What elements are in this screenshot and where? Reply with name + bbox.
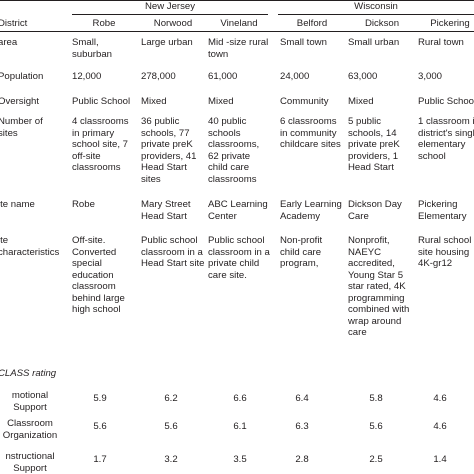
cell: Small urban (348, 37, 400, 48)
cell: 12,000 (72, 71, 102, 82)
rating-cell: 5.9 (93, 393, 107, 404)
cell: 40 public schools classrooms, 62 private… (208, 116, 260, 185)
section-label: CLASS rating (0, 368, 57, 379)
row-label: Number of sites (0, 116, 43, 139)
cell: Community (280, 96, 329, 107)
cell: Robe (72, 199, 95, 210)
group-rule (72, 14, 268, 15)
rating-cell: 5.6 (93, 421, 107, 432)
rating-cell: 3.5 (233, 454, 247, 465)
column-header: Belford (296, 18, 328, 29)
group-label: Wisconsin (354, 1, 398, 12)
rating-cell: 5.6 (369, 421, 383, 432)
rating-cell: 6.1 (233, 421, 247, 432)
rating-cell: 1.4 (433, 454, 447, 465)
cell: Public School (72, 96, 131, 107)
cell: 63,000 (348, 71, 378, 82)
column-header: Vineland (220, 18, 258, 29)
cell: Mid -size rural town (208, 37, 269, 60)
rating-cell: 6.3 (295, 421, 309, 432)
row-label: motional Support (11, 390, 49, 413)
rating-cell: 5.6 (164, 421, 178, 432)
cell: 4 classrooms in primary school site, 7 o… (72, 116, 129, 173)
row-label: area (0, 37, 18, 48)
cell: Rural town (418, 37, 464, 48)
row-label: Population (0, 71, 44, 82)
header-label: District (0, 18, 28, 29)
top-rule (0, 0, 474, 1)
rating-cell: 5.8 (369, 393, 383, 404)
cell: Pickering Elementary (418, 199, 467, 222)
cell: Small town (280, 37, 327, 48)
cell: ABC Learning Center (208, 199, 268, 222)
cell: Mary Street Head Start (141, 199, 191, 222)
rating-cell: 1.7 (93, 454, 107, 465)
column-header: Robe (92, 18, 116, 29)
rating-cell: 3.2 (164, 454, 178, 465)
row-label: Oversight (0, 96, 40, 107)
row-label: ite characteristics (0, 235, 60, 258)
column-header: Pickering (430, 18, 470, 29)
group-label: New Jersey (144, 1, 196, 12)
cell: 3,000 (418, 71, 443, 82)
cell: Mixed (208, 96, 234, 107)
cell: Mixed (141, 96, 167, 107)
cell: 24,000 (280, 71, 310, 82)
cell: Off-site. Converted special education cl… (72, 235, 125, 315)
rating-cell: 6.4 (295, 393, 309, 404)
rating-cell: 6.6 (233, 393, 247, 404)
rating-cell: 6.2 (164, 393, 178, 404)
cell: Dickson Day Care (348, 199, 402, 222)
row-label: Classroom Organization (2, 418, 58, 441)
cell: Nonprofit, NAEYC accredited, Young Star … (348, 235, 410, 338)
cell: 5 public schools, 14 private preK provid… (348, 116, 400, 173)
cell: Mixed (348, 96, 374, 107)
cell: Rural school site housing 4K-gr12 (418, 235, 472, 269)
cell: 6 classrooms in community childcare site… (280, 116, 341, 150)
row-label: nstructional Support (5, 451, 55, 474)
cell: Small, suburban (72, 37, 113, 60)
cell: Public School (418, 96, 474, 107)
column-header: Norwood (153, 18, 193, 29)
rating-cell: 2.8 (295, 454, 309, 465)
rating-cell: 4.6 (433, 393, 447, 404)
cell: Early Learning Academy (280, 199, 342, 222)
cell: 36 public schools, 77 private preK provi… (141, 116, 197, 185)
cell: Large urban (141, 37, 193, 48)
cell: Public school classroom in a Head Start … (141, 235, 205, 269)
cell: 1 classroom in district's single element… (418, 116, 474, 162)
column-header: Dickson (364, 18, 400, 29)
rating-cell: 4.6 (433, 421, 447, 432)
group-rule (278, 14, 474, 15)
header-rule (0, 31, 474, 32)
rating-cell: 2.5 (369, 454, 383, 465)
cell: Public school classroom in a private chi… (208, 235, 270, 281)
row-label: ite name (0, 199, 35, 210)
cell: Non-profit child care program, (280, 235, 323, 269)
cell: 61,000 (208, 71, 238, 82)
cell: 278,000 (141, 71, 176, 82)
